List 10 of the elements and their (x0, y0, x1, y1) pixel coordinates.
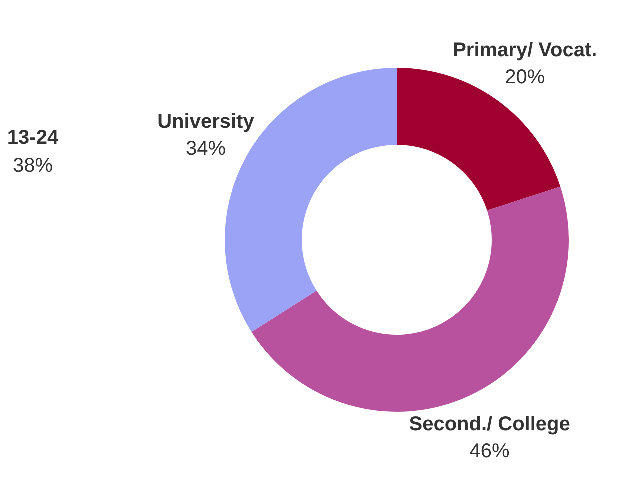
data-label: 20% (505, 66, 546, 89)
donut-slice (252, 186, 569, 412)
text: 38% (12, 155, 54, 177)
data-label: 46% (470, 440, 510, 462)
slice-label: University (158, 110, 256, 133)
data-label: 34% (186, 138, 226, 160)
slice-label: Primary/ Vocat. (453, 40, 598, 62)
donut-slice (397, 68, 561, 211)
text: 13-24 (7, 127, 60, 149)
slice-label: Second./ College (409, 413, 570, 436)
